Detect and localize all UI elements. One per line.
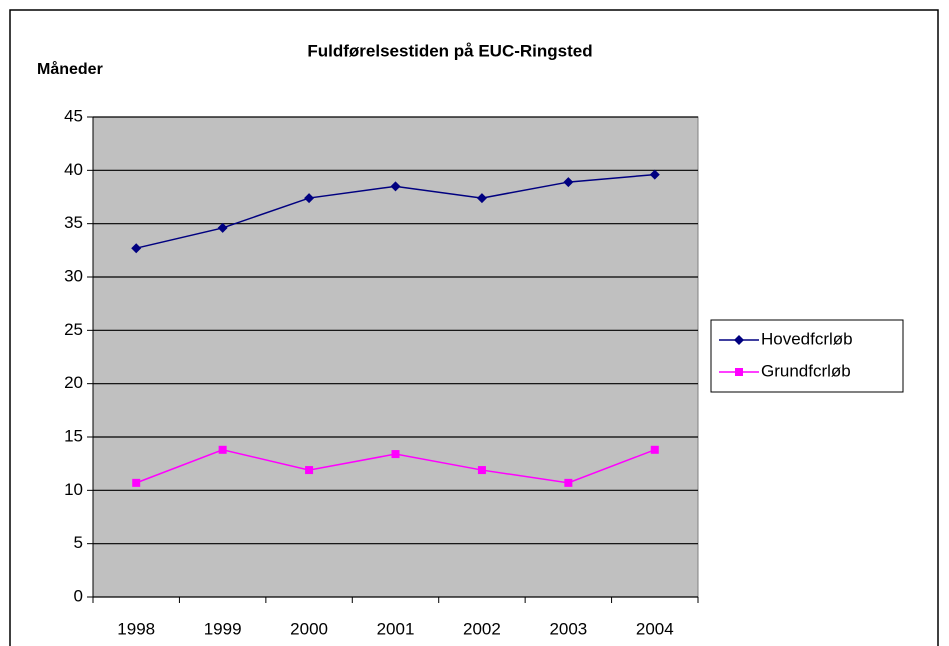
data-point <box>217 222 228 233</box>
legend-marker <box>734 335 744 345</box>
y-tick-label: 0 <box>74 586 83 605</box>
y-tick-label: 35 <box>64 213 83 232</box>
x-tick-label: 2001 <box>377 619 415 638</box>
x-tick-label: 2002 <box>463 619 501 638</box>
legend-marker <box>735 368 743 376</box>
legend-label: Hovedfcrløb <box>761 329 853 348</box>
y-tick-label: 25 <box>64 320 83 339</box>
legend-box <box>710 319 904 393</box>
y-tick-label: 30 <box>64 266 83 285</box>
x-tick-label: 2000 <box>290 619 328 638</box>
y-tick-label: 20 <box>64 373 83 392</box>
y-tick-label: 5 <box>74 533 83 552</box>
data-point <box>132 478 141 487</box>
data-point <box>305 466 314 475</box>
y-tick-label: 10 <box>64 480 83 499</box>
data-point <box>131 243 142 254</box>
data-point <box>218 445 227 454</box>
data-point <box>304 193 315 204</box>
data-point <box>391 450 400 459</box>
x-tick-label: 2003 <box>549 619 587 638</box>
chart-title: Fuldførelsestiden på EUC-Ringsted <box>307 41 592 60</box>
y-tick-label: 45 <box>64 106 83 125</box>
y-tick-label: 15 <box>64 426 83 445</box>
data-point <box>564 478 573 487</box>
y-axis-label: Måneder <box>37 60 103 78</box>
x-tick-label: 2004 <box>636 619 674 638</box>
x-tick-label: 1999 <box>204 619 242 638</box>
y-tick-label: 40 <box>64 160 83 179</box>
data-point <box>476 193 487 204</box>
data-point <box>477 466 486 475</box>
data-point <box>649 169 660 180</box>
x-tick-label: 1998 <box>117 619 155 638</box>
data-point <box>390 181 401 192</box>
plot-area <box>92 116 699 598</box>
legend-label: Grundfcrløb <box>761 361 851 380</box>
data-point <box>563 177 574 188</box>
data-point <box>650 445 659 454</box>
